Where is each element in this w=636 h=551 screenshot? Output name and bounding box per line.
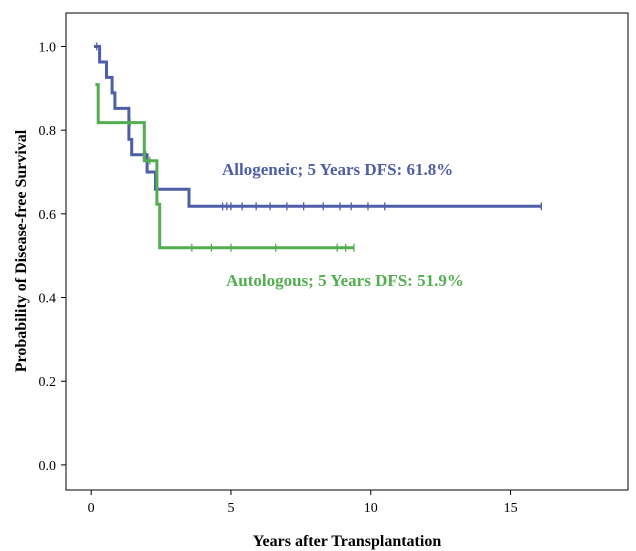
y-tick-label: 0.0 [39,459,57,474]
y-tick-label: 0.8 [39,124,57,139]
plot-frame [65,12,629,491]
y-axis: 0.0 0.2 0.4 0.6 0.8 1.0 [39,40,66,474]
y-tick-label: 0.2 [39,375,57,390]
y-tick-label: 1.0 [39,40,57,55]
y-tick-label: 0.6 [39,208,57,223]
series-line-1 [94,45,542,208]
y-axis-title: Probability of Disease-free Survival [13,129,30,372]
x-tick-label: 10 [364,501,378,516]
x-axis-title: Years after Transplantation [253,533,442,550]
annotation-autologous: Autologous; 5 Years DFS: 51.9% [226,271,464,290]
x-tick-label: 0 [88,501,95,516]
annotation-allogeneic: Allogeneic; 5 Years DFS: 61.8% [222,160,453,179]
x-tick-label: 5 [227,501,234,516]
series-line-2 [95,83,354,250]
y-tick-label: 0.4 [39,292,57,307]
x-tick-label: 15 [504,501,518,516]
x-axis: 0 5 10 15 [88,490,518,516]
series-layer [94,42,542,252]
